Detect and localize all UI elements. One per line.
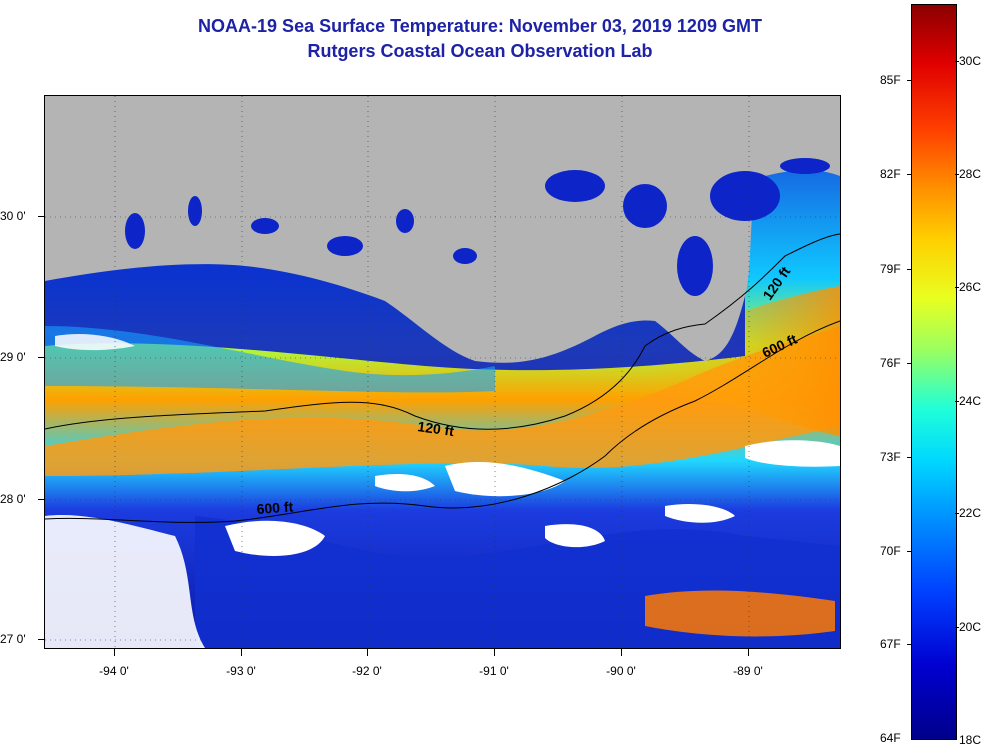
graticule [45, 96, 840, 648]
lat-tick [38, 499, 44, 500]
colorbar-f-label: 85F [880, 73, 901, 87]
lon-tick [748, 648, 749, 656]
colorbar-tick [955, 513, 959, 514]
land-mass [45, 96, 840, 363]
lat-label-30: 30 0' [0, 209, 26, 223]
colorbar-f-label: 67F [880, 637, 901, 651]
colorbar-tick [907, 174, 911, 175]
colorbar-tick [907, 644, 911, 645]
colorbar-tick [955, 627, 959, 628]
map-subtitle: Rutgers Coastal Ocean Observation Lab [307, 41, 653, 61]
lat-tick [38, 639, 44, 640]
sst-map: 120 ft 600 ft 120 ft 600 ft [44, 95, 841, 649]
colorbar-tick [907, 551, 911, 552]
lon-label-94: -94 0' [99, 664, 129, 678]
southern-warm-patch [645, 590, 835, 637]
colorbar-f-label: 79F [880, 262, 901, 276]
sst-map-canvas: 120 ft 600 ft 120 ft 600 ft [45, 96, 840, 648]
warm-band [45, 326, 840, 476]
lon-label-90: -90 0' [606, 664, 636, 678]
colorbar-c-label: 22C [959, 506, 982, 520]
colorbar-c-label: 30C [959, 54, 982, 68]
lon-tick [241, 648, 242, 656]
colorbar-f-label: 82F [880, 167, 901, 181]
contour-label: 120 ft [417, 418, 456, 439]
colorbar-tick [955, 174, 959, 175]
lon-label-93: -93 0' [226, 664, 256, 678]
lat-label-27: 27 0' [0, 632, 26, 646]
colorbar-tick [955, 401, 959, 402]
colorbar-f-label: 64F [880, 731, 901, 745]
colorbar-tick [907, 363, 911, 364]
lon-tick [367, 648, 368, 656]
lon-tick [494, 648, 495, 656]
lon-tick [621, 648, 622, 656]
lat-label-28: 28 0' [0, 492, 26, 506]
lon-label-89: -89 0' [733, 664, 763, 678]
colorbar-c-label: 24C [959, 394, 982, 408]
lon-tick [114, 648, 115, 656]
lat-tick [38, 357, 44, 358]
contour-600ft [45, 320, 840, 523]
colorbar-f-label: 73F [880, 450, 901, 464]
colorbar-c-label: 26C [959, 280, 982, 294]
contour-120ft [45, 233, 840, 430]
colorbar-tick [907, 269, 911, 270]
colorbar-tick [955, 61, 959, 62]
colorbar-tick [907, 80, 911, 81]
colorbar-tick [955, 287, 959, 288]
colorbar-f-label: 70F [880, 544, 901, 558]
cloud-cover [45, 334, 840, 648]
lon-label-91: -91 0' [479, 664, 509, 678]
temperature-colorbar [911, 4, 957, 740]
lat-label-29: 29 0' [0, 350, 26, 364]
colorbar-f-label: 76F [880, 356, 901, 370]
lat-tick [38, 216, 44, 217]
contour-label: 600 ft [256, 498, 294, 517]
colorbar-c-label: 18C [959, 733, 982, 747]
lon-label-92: -92 0' [352, 664, 382, 678]
colorbar-tick [907, 457, 911, 458]
shelf-water [45, 326, 495, 393]
map-title: NOAA-19 Sea Surface Temperature: Novembe… [198, 16, 762, 36]
colorbar-c-label: 20C [959, 620, 982, 634]
colorbar-c-label: 28C [959, 167, 982, 181]
warm-east [645, 286, 840, 436]
